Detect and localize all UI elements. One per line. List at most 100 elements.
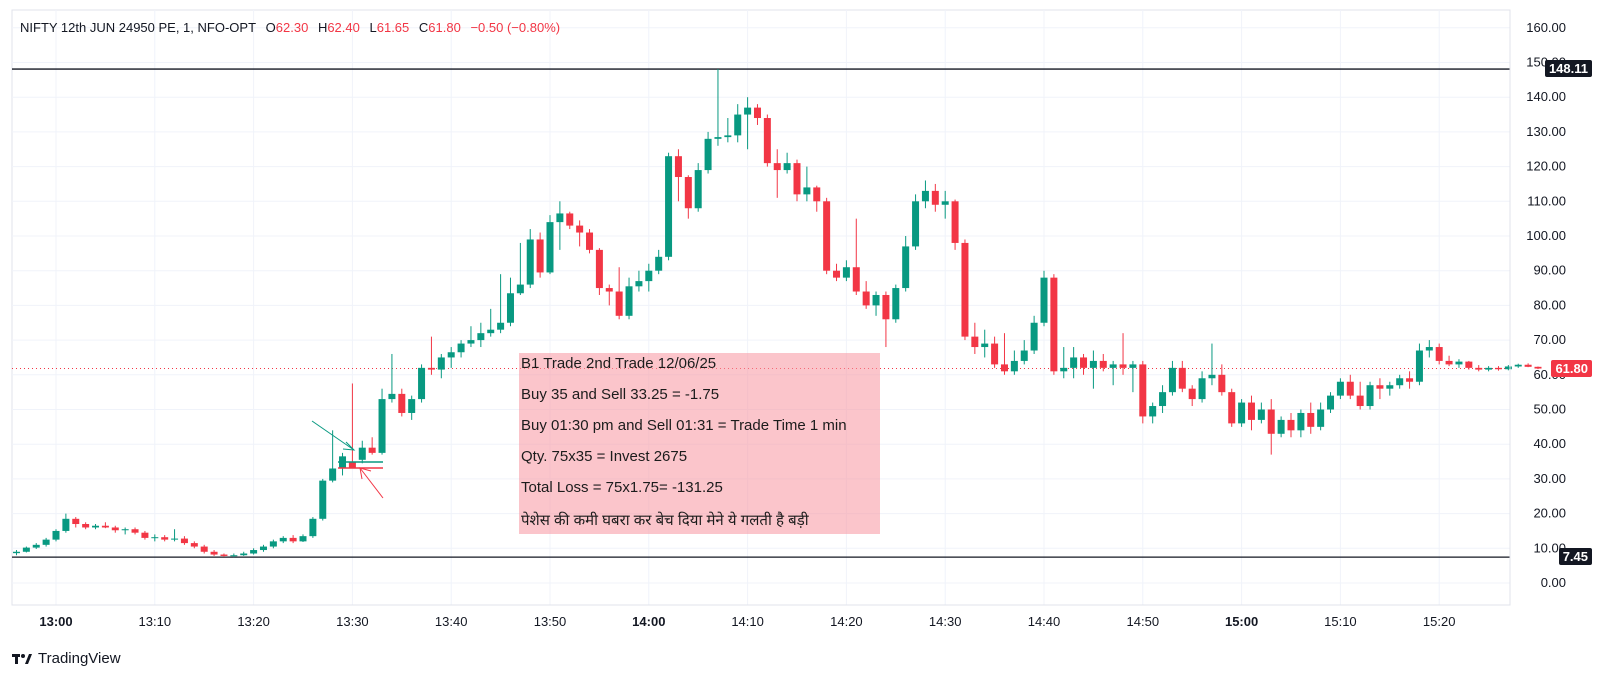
candle[interactable] xyxy=(1435,343,1443,365)
candle[interactable] xyxy=(437,353,445,379)
candle[interactable] xyxy=(1327,392,1335,413)
candle[interactable] xyxy=(546,215,554,275)
candle[interactable] xyxy=(655,249,663,275)
candle[interactable] xyxy=(1336,378,1344,400)
candle[interactable] xyxy=(714,69,722,146)
candle[interactable] xyxy=(753,104,761,125)
candle[interactable] xyxy=(783,152,791,174)
candle[interactable] xyxy=(1475,365,1483,372)
candle[interactable] xyxy=(793,159,801,202)
candle[interactable] xyxy=(12,550,20,556)
candle[interactable] xyxy=(852,218,860,295)
candle[interactable] xyxy=(1465,360,1473,370)
candle[interactable] xyxy=(813,185,821,212)
candle[interactable] xyxy=(210,550,218,556)
candle[interactable] xyxy=(190,541,198,549)
candle[interactable] xyxy=(348,383,356,468)
candle[interactable] xyxy=(1346,374,1354,400)
candle[interactable] xyxy=(1415,343,1423,386)
candle[interactable] xyxy=(121,527,129,535)
candle[interactable] xyxy=(961,239,969,341)
candle[interactable] xyxy=(1534,366,1542,370)
candle[interactable] xyxy=(1257,402,1265,424)
candle[interactable] xyxy=(427,336,435,375)
candle[interactable] xyxy=(230,553,238,558)
candle[interactable] xyxy=(892,284,900,323)
candle[interactable] xyxy=(1277,416,1285,438)
candle[interactable] xyxy=(1267,399,1275,455)
candle[interactable] xyxy=(724,118,732,143)
candle[interactable] xyxy=(171,529,179,542)
candle[interactable] xyxy=(1060,347,1068,379)
candle[interactable] xyxy=(1099,353,1107,372)
candle[interactable] xyxy=(704,131,712,174)
candle[interactable] xyxy=(1119,333,1127,375)
candle[interactable] xyxy=(842,260,850,282)
candle[interactable] xyxy=(329,430,337,483)
candle[interactable] xyxy=(1238,399,1246,427)
candle[interactable] xyxy=(1317,402,1325,431)
candle[interactable] xyxy=(1109,360,1117,386)
candle[interactable] xyxy=(457,340,465,358)
candle[interactable] xyxy=(1218,364,1226,396)
candle[interactable] xyxy=(862,281,870,309)
candle[interactable] xyxy=(477,322,485,348)
candle[interactable] xyxy=(586,229,594,254)
candle[interactable] xyxy=(101,522,109,529)
candle[interactable] xyxy=(1208,343,1216,386)
candle[interactable] xyxy=(1040,270,1048,327)
candle[interactable] xyxy=(803,166,811,202)
candle[interactable] xyxy=(339,452,347,476)
candle[interactable] xyxy=(447,347,455,368)
candle[interactable] xyxy=(42,537,50,547)
candle[interactable] xyxy=(665,152,673,261)
candle[interactable] xyxy=(1425,340,1433,358)
candle[interactable] xyxy=(1070,347,1078,379)
candle[interactable] xyxy=(823,197,831,275)
candle[interactable] xyxy=(269,539,277,549)
candle[interactable] xyxy=(1000,333,1008,375)
candle[interactable] xyxy=(141,530,149,540)
candle[interactable] xyxy=(1287,412,1295,438)
candle[interactable] xyxy=(1514,363,1522,368)
candle[interactable] xyxy=(62,513,70,533)
candle[interactable] xyxy=(951,199,959,250)
candle[interactable] xyxy=(1376,378,1384,400)
candle[interactable] xyxy=(1504,365,1512,371)
candle[interactable] xyxy=(1129,360,1137,393)
candle[interactable] xyxy=(487,308,495,337)
candle[interactable] xyxy=(981,329,989,358)
candle[interactable] xyxy=(744,97,752,150)
candle[interactable] xyxy=(1494,366,1502,371)
candle[interactable] xyxy=(319,478,327,521)
candle[interactable] xyxy=(1247,395,1255,431)
candle[interactable] xyxy=(1178,360,1186,393)
candle[interactable] xyxy=(615,267,623,320)
candle[interactable] xyxy=(576,220,584,247)
candle[interactable] xyxy=(358,440,366,464)
candle[interactable] xyxy=(1386,381,1394,396)
candle[interactable] xyxy=(111,525,119,533)
candle[interactable] xyxy=(72,517,80,528)
candle[interactable] xyxy=(1297,409,1305,438)
candle[interactable] xyxy=(52,529,60,542)
candle[interactable] xyxy=(882,291,890,348)
candle[interactable] xyxy=(645,263,653,292)
candle[interactable] xyxy=(556,201,564,250)
candle[interactable] xyxy=(1080,353,1088,375)
candle[interactable] xyxy=(497,274,505,334)
candle[interactable] xyxy=(1020,340,1028,365)
candle[interactable] xyxy=(931,183,939,212)
candle[interactable] xyxy=(1188,385,1196,407)
candle[interactable] xyxy=(151,534,159,542)
candle[interactable] xyxy=(378,388,386,455)
candle[interactable] xyxy=(22,546,30,553)
candle[interactable] xyxy=(833,263,841,282)
candle[interactable] xyxy=(1149,402,1157,424)
candle[interactable] xyxy=(1168,360,1176,396)
candle[interactable] xyxy=(516,242,524,295)
candle[interactable] xyxy=(566,211,574,230)
candle[interactable] xyxy=(299,534,307,543)
candle[interactable] xyxy=(82,522,90,530)
candle[interactable] xyxy=(1356,381,1364,410)
